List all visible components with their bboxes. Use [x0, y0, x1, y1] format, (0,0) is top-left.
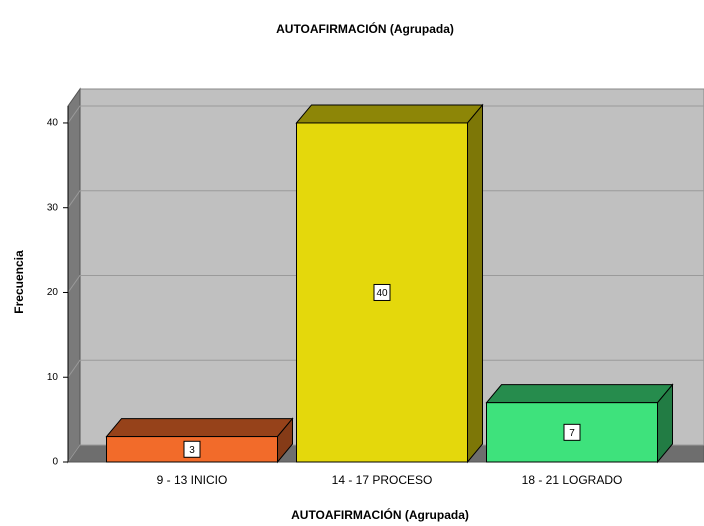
x-axis-label: AUTOAFIRMACIÓN (Agrupada): [291, 507, 469, 522]
grid-line: [67, 190, 704, 209]
side-wall: [67, 87, 81, 464]
y-tick-label: 20: [47, 287, 59, 298]
x-tick-label: 18 - 21 LOGRADO: [522, 473, 623, 487]
y-tick-label: 30: [47, 202, 59, 213]
grid-line: [67, 274, 704, 293]
y-tick-label: 40: [47, 118, 59, 129]
chart-title: AUTOAFIRMACIÓN (Agrupada): [276, 21, 454, 36]
data-label-box: [563, 423, 581, 441]
y-tick-label: 10: [47, 372, 59, 383]
data-label: 7: [569, 428, 575, 439]
grid-line: [67, 359, 704, 378]
bar-top: [295, 104, 484, 124]
data-label-box: [373, 283, 391, 301]
grid-line: [67, 105, 704, 124]
bar-top: [105, 418, 294, 438]
y-axis-label: Frecuencia: [12, 250, 26, 314]
bar-side: [467, 103, 483, 464]
x-tick-label: 14 - 17 PROCESO: [332, 473, 433, 487]
x-tick-label: 9 - 13 INICIO: [157, 473, 228, 487]
data-label-box: [183, 440, 201, 458]
data-label: 40: [376, 288, 388, 299]
bar-top: [485, 384, 674, 404]
data-label: 3: [189, 445, 195, 456]
y-tick-label: 0: [52, 457, 58, 468]
